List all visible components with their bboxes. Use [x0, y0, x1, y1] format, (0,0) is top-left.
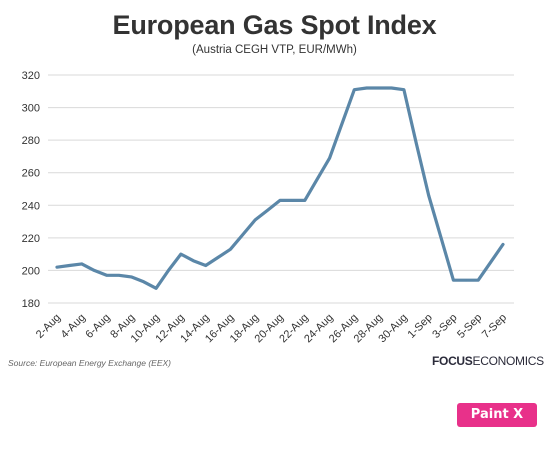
- data-point: [266, 208, 269, 212]
- data-point: [179, 252, 183, 256]
- x-tick-label: 5-Sep: [455, 312, 484, 341]
- data-point: [92, 269, 96, 272]
- x-tick-label: 6-Aug: [83, 312, 112, 341]
- data-point: [489, 261, 492, 264]
- x-tick-labels: 2-Aug4-Aug6-Aug8-Aug10-Aug12-Aug14-Aug16…: [34, 312, 509, 346]
- chart-subtitle: (Austria CEGH VTP, EUR/MWh): [192, 44, 357, 56]
- data-point: [204, 264, 207, 267]
- brand-logo-part1: FOCUS: [432, 354, 473, 368]
- data-point: [80, 262, 83, 266]
- data-point: [229, 248, 232, 251]
- x-tick-label: 3-Sep: [430, 312, 459, 341]
- grid-lines: [48, 74, 514, 304]
- data-point: [501, 243, 505, 246]
- series-line-0: [55, 86, 505, 290]
- data-point: [315, 178, 319, 181]
- source-note: Source: European Energy Exchange (EEX): [8, 358, 172, 368]
- chart-title: European Gas Spot Index: [112, 10, 437, 40]
- data-point: [452, 279, 455, 282]
- brand-logo: FOCUSECONOMICS: [432, 354, 544, 368]
- y-tick-label: 240: [22, 200, 40, 212]
- data-point: [353, 88, 356, 91]
- brand-logo-part2: ECONOMICS: [472, 354, 545, 368]
- paint-x-lite-badge[interactable]: Paint X lite: [457, 403, 537, 446]
- data-point: [241, 233, 245, 236]
- data-point: [427, 194, 430, 197]
- x-tick-label: 7-Sep: [480, 312, 509, 341]
- x-tick-label: 4-Aug: [59, 312, 88, 341]
- data-point: [439, 236, 443, 240]
- data-point: [68, 264, 71, 267]
- data-point: [254, 218, 257, 222]
- data-point: [415, 142, 418, 145]
- data-point: [291, 199, 294, 202]
- x-tick-label: 2-Aug: [34, 312, 63, 341]
- data-point: [477, 279, 480, 282]
- data-point: [365, 86, 368, 90]
- data-point: [142, 280, 145, 284]
- y-tick-label: 260: [22, 168, 40, 180]
- data-point: [216, 256, 220, 259]
- data-point: [278, 199, 282, 202]
- data-point: [130, 275, 133, 279]
- y-tick-label: 200: [22, 265, 40, 277]
- data-point: [390, 86, 393, 90]
- data-point: [464, 279, 468, 282]
- y-tick-label: 300: [22, 103, 40, 115]
- x-tick-label: 1-Sep: [406, 312, 435, 341]
- y-tick-label: 220: [22, 233, 40, 245]
- data-point: [303, 199, 306, 202]
- series-layer: [55, 86, 505, 290]
- data-point: [105, 274, 108, 277]
- data-point: [167, 269, 170, 272]
- data-point: [340, 122, 344, 126]
- y-tick-label: 180: [22, 298, 40, 310]
- data-point: [55, 265, 59, 269]
- y-tick-label: 280: [22, 135, 40, 147]
- y-tick-label: 320: [22, 70, 40, 82]
- data-point: [328, 156, 331, 160]
- data-point: [154, 287, 158, 290]
- data-point: [117, 274, 121, 277]
- y-tick-labels: 180 200 220 240 260 280 300 320: [22, 70, 40, 310]
- data-point: [377, 86, 381, 90]
- line-chart: 180 200 220 240 260 280 300 320 2-Aug4-Aug6-Aug…: [22, 70, 514, 346]
- data-point: [402, 88, 406, 91]
- data-point: [192, 259, 195, 262]
